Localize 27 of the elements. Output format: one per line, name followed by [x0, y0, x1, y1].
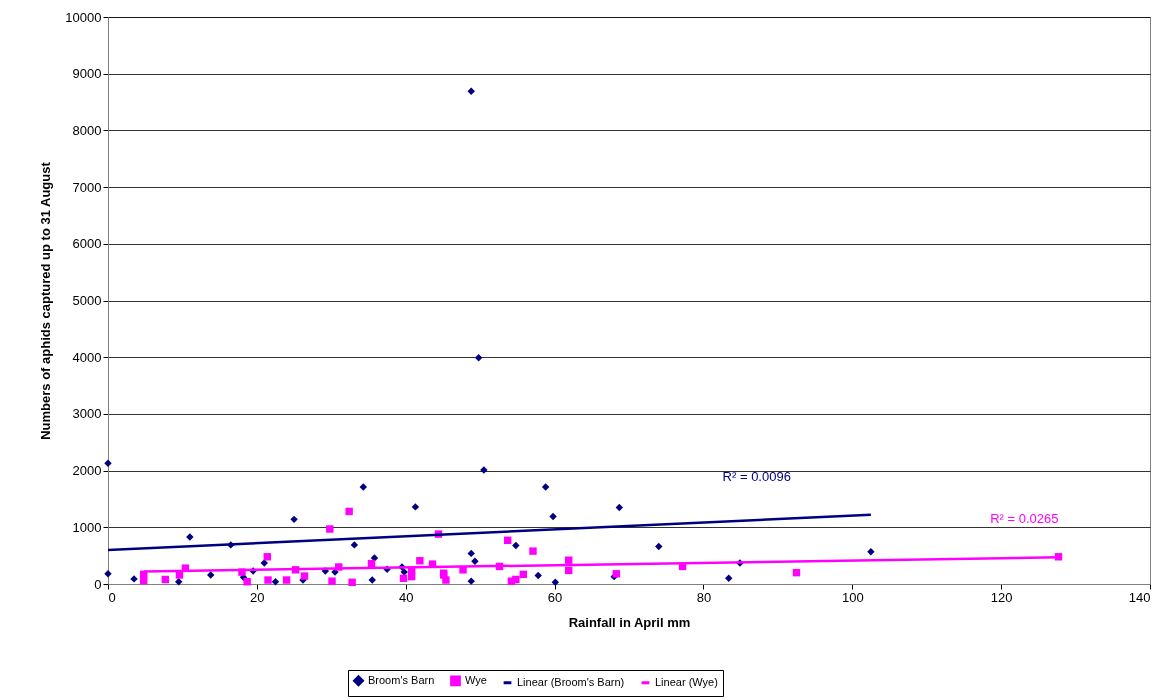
y-tick-label: 8000 — [72, 122, 102, 138]
x-tick-label: 0 — [108, 589, 116, 605]
x-tick-label: 60 — [547, 589, 563, 605]
x-axis-title: Rainfall in April mm — [568, 614, 691, 630]
x-tick-label: 100 — [841, 589, 864, 605]
x-tick-label: 140 — [1128, 589, 1151, 605]
y-tick-label: 6000 — [72, 236, 102, 252]
y-tick-label: 2000 — [72, 463, 102, 479]
legend-label: Linear (Broom's Barn) — [517, 675, 625, 688]
x-tick-label: 80 — [696, 589, 712, 605]
x-tick-label: 20 — [250, 589, 265, 605]
y-tick-label: 4000 — [72, 349, 102, 365]
legend-label: Wye — [465, 673, 487, 686]
x-tick-label: 40 — [398, 589, 414, 605]
y-tick-label: 0 — [94, 576, 102, 592]
y-tick-label: 5000 — [72, 293, 102, 308]
y-tick-label: 3000 — [72, 406, 102, 422]
x-tick-label: 120 — [990, 589, 1013, 605]
legend-label: Broom's Barn — [368, 673, 435, 686]
y-tick-label: 10000 — [65, 9, 102, 25]
legend-label: Linear (Wye) — [655, 675, 718, 688]
y-axis-title: Numbers of aphids captured up to 31 August — [38, 161, 54, 440]
y-tick-label: 7000 — [72, 179, 102, 195]
annotation: R² = 0.0096 — [722, 468, 791, 484]
y-tick-label: 1000 — [72, 519, 102, 535]
y-tick-label: 9000 — [72, 66, 102, 82]
annotation: R² = 0.0265 — [990, 511, 1059, 527]
